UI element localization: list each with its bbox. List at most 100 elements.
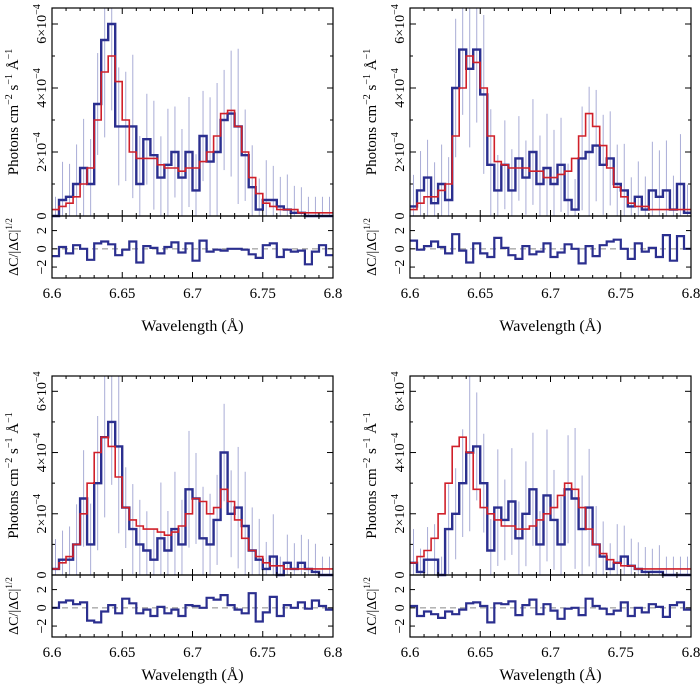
y-tick-label: 6×10−4 [390,372,408,412]
y-label-exponent: −1 [4,49,15,60]
residual-axis-label: ΔC/|ΔC|1/2 [362,577,380,635]
y-tick-text: 6×10 [393,382,408,411]
y-label-text: Photons cm [364,468,380,539]
y-tick-label: 4×10−4 [32,68,50,108]
resid-label-text: ΔC/|ΔC| [7,589,22,635]
y-tick-exponent: −4 [32,372,43,383]
x-axis-label: Wavelength (Å) [141,666,243,684]
x-tick-label: 6.8 [324,286,343,302]
y-tick-exponent: −4 [32,132,43,143]
residual-line [52,239,333,266]
y-label-text: s [6,84,22,94]
error-bars [413,376,688,575]
y-tick-label: 6×10−4 [390,4,408,44]
y-label-exponent: −2 [4,94,15,105]
resid-tick-label: 2 [393,227,408,234]
residual-line [410,597,691,624]
x-tick-label: 6.7 [183,645,202,661]
resid-tick-label: 0 [393,604,408,611]
x-axis-label: Wavelength (Å) [499,666,601,684]
y-tick-label: 4×10−4 [390,68,408,108]
y-label-exponent: −1 [362,49,373,60]
y-axis-label: Photons cm−2 s−1 Å−1 [4,412,22,539]
y-label-exponent: −1 [4,74,15,85]
series-observed-line [410,48,691,214]
y-tick-exponent: −4 [390,433,401,444]
y-tick-label: 4×10−4 [32,433,50,473]
y-label-exponent: −1 [362,437,373,448]
resid-tick-label: −2 [35,260,50,275]
y-tick-label: 6×10−4 [32,372,50,412]
y-label-text: Photons cm [6,468,22,539]
y-tick-text: 4×10 [35,79,50,108]
y-axis-label: Photons cm−2 s−1 Å−1 [362,49,380,176]
y-label-exponent: −1 [4,412,15,423]
y-tick-exponent: −4 [390,68,401,79]
resid-tick-label: −2 [35,619,50,634]
y-label-exponent: −1 [362,412,373,423]
y-tick-text: 0 [35,213,50,220]
series-model-line [52,55,333,214]
y-label-text: Photons cm [364,105,380,176]
y-tick-label: 2×10−4 [32,132,50,172]
x-tick-label: 6.7 [183,286,202,302]
y-tick-text: 4×10 [35,443,50,472]
x-tick-label: 6.8 [324,645,343,661]
resid-tick-label: 2 [393,586,408,593]
y-tick-exponent: −4 [390,132,401,143]
x-tick-label: 6.8 [682,286,700,302]
y-tick-text: 4×10 [393,79,408,108]
y-label-exponent: −2 [362,458,373,469]
y-tick-label: 4×10−4 [390,433,408,473]
y-tick-label: 2×10−4 [390,494,408,534]
y-label-exponent: −1 [362,74,373,85]
resid-tick-label: 0 [35,245,50,252]
panel-bottom-left: 6.6 6.65 6.7 6.75 6.8 0 2×10 −4 4×10−4 6×10−4 −2 0 2… [4,372,342,684]
y-tick-text: 6×10 [35,15,50,44]
x-tick-label: 6.65 [109,645,135,661]
resid-label-text: ΔC/|ΔC| [7,230,22,276]
x-tick-label: 6.65 [467,645,493,661]
y-tick-text: 4×10 [393,443,408,472]
x-axis-label: Wavelength (Å) [499,317,601,335]
y-label-text: Å [364,59,380,74]
y-tick-text: 6×10 [35,382,50,411]
resid-tick-label: 2 [35,227,50,234]
x-tick-label: 6.7 [541,645,560,661]
y-label-text: Å [6,423,22,438]
resid-label-exponent: 1/2 [362,577,372,589]
y-label-text: Å [6,59,22,74]
residual-axis-label: ΔC/|ΔC|1/2 [4,577,22,635]
y-tick-label: 6×10−4 [32,4,50,44]
y-tick-label: 0 [35,572,50,579]
resid-tick-label: 2 [35,586,50,593]
residual-axis-label: ΔC/|ΔC|1/2 [362,218,380,276]
y-tick-text: 0 [393,213,408,220]
y-axis-label: Photons cm−2 s−1 Å−1 [4,49,22,176]
y-axis-label: Photons cm−2 s−1 Å−1 [362,412,380,539]
resid-tick-label: 0 [35,604,50,611]
y-tick-text: 6×10 [393,15,408,44]
y-tick-label: 0 [393,572,408,579]
y-tick-text: 2×10 [393,143,408,172]
series-model-line [52,436,333,570]
residual-axis-label: ΔC/|ΔC|1/2 [4,218,22,276]
x-tick-label: 6.65 [467,286,493,302]
y-tick-text: 2×10 [35,505,50,534]
x-tick-label: 6.65 [109,286,135,302]
resid-label-text: ΔC/|ΔC| [365,589,380,635]
x-tick-label: 6.6 [43,645,62,661]
y-tick-label: 0 [35,213,50,220]
y-tick-text: 2×10 [35,143,50,172]
resid-tick-label: −2 [393,619,408,634]
y-label-text: s [364,84,380,94]
x-tick-label: 6.75 [250,286,276,302]
y-tick-label: 0 [393,213,408,220]
series-model-line [410,55,691,211]
x-tick-label: 6.75 [250,645,276,661]
residual-line [52,592,333,624]
y-label-text: s [6,448,22,458]
y-label-exponent: −1 [4,437,15,448]
y-tick-text: 0 [35,572,50,579]
